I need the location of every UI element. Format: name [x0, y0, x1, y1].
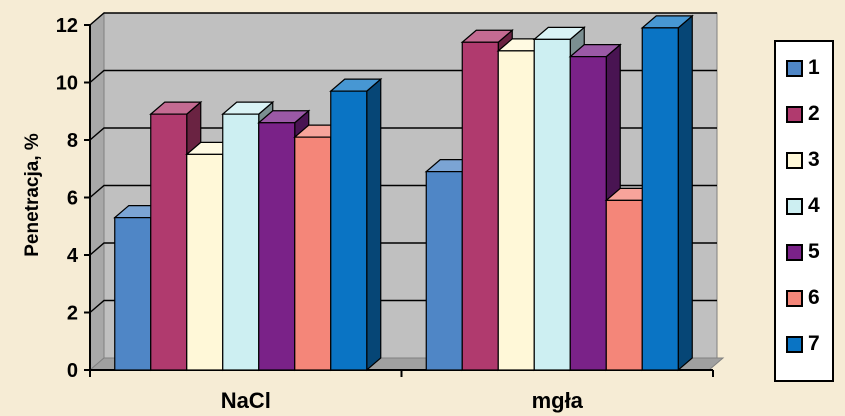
gridline: [89, 12, 717, 26]
x-category-label: NaCl: [221, 388, 271, 413]
legend: 1 2 3 4 5 6 7: [774, 40, 834, 382]
y-tick-label: 6: [67, 188, 78, 210]
legend-item: 7: [786, 332, 820, 356]
y-tick-label: 4: [67, 245, 79, 267]
legend-item: 1: [786, 56, 820, 80]
y-tick-label: 2: [67, 303, 78, 325]
legend-swatch: [786, 243, 803, 261]
legend-item: 4: [786, 194, 820, 218]
x-category-label: mgła: [532, 388, 584, 413]
legend-item: 3: [786, 148, 820, 172]
legend-swatch: [786, 59, 803, 77]
legend-label: 2: [808, 102, 820, 125]
legend-item: 2: [786, 102, 820, 126]
legend-label: 3: [808, 148, 820, 171]
y-tick-label: 8: [67, 130, 78, 152]
legend-label: 6: [808, 286, 820, 309]
bar: [329, 77, 383, 372]
legend-item: 5: [786, 240, 820, 264]
y-tick-label: 10: [56, 73, 78, 95]
y-tick-label: 12: [56, 15, 78, 37]
legend-label: 7: [808, 332, 820, 355]
y-axis-label: Penetracja, %: [22, 133, 43, 257]
legend-label: 4: [808, 194, 820, 217]
legend-swatch: [786, 151, 803, 169]
bar: [640, 14, 694, 372]
legend-label: 1: [808, 56, 820, 79]
legend-swatch: [786, 335, 803, 353]
legend-swatch: [786, 197, 803, 215]
legend-label: 5: [808, 240, 820, 263]
legend-swatch: [786, 289, 803, 307]
y-tick-label: 0: [67, 360, 78, 382]
legend-item: 6: [786, 286, 820, 310]
legend-swatch: [786, 105, 803, 123]
